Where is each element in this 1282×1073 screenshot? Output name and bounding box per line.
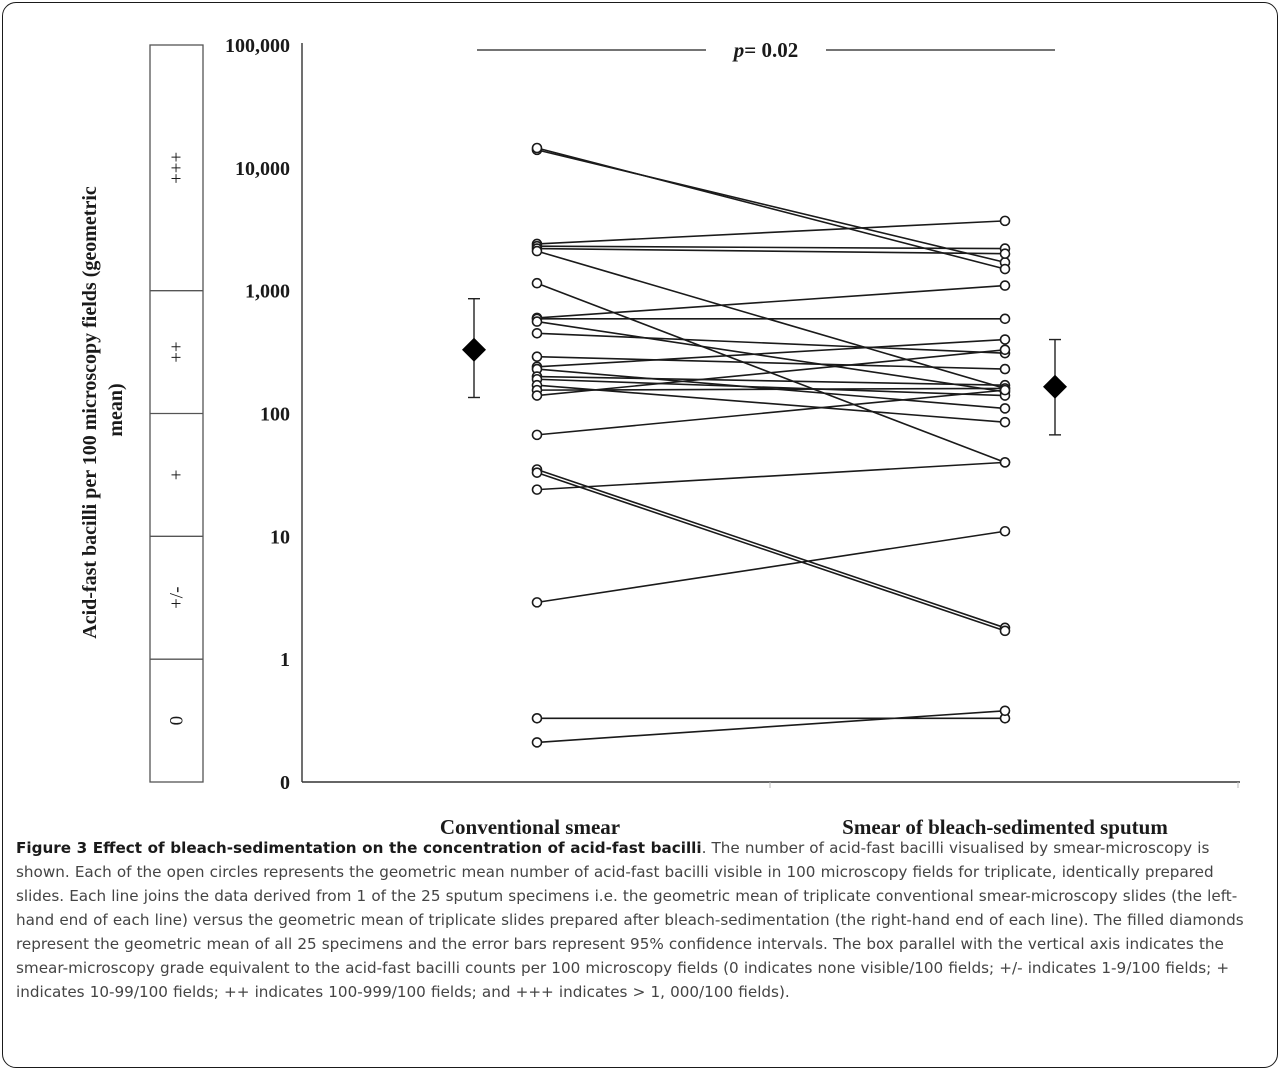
- specimen-point-bleach: [999, 457, 1011, 468]
- grade-box: 0+/-++++++: [149, 44, 204, 783]
- specimen-line: [536, 247, 1006, 255]
- specimen-line: [536, 355, 1006, 370]
- y-tick-labels: 0 1 10 100 1,000 10,000 100,000: [225, 35, 290, 794]
- specimen-line: [536, 250, 1006, 390]
- significance-p: p: [732, 38, 745, 62]
- specimen-point-conventional: [531, 351, 543, 363]
- specimen-line: [536, 245, 1006, 250]
- y-axis-label: Acid-fast bacilli per 100 microscopy fie…: [79, 181, 127, 639]
- specimen-point-conventional: [531, 713, 543, 724]
- grade-label: +++: [167, 152, 188, 184]
- specimen-point-bleach: [999, 525, 1011, 537]
- grade-label: +: [167, 470, 188, 481]
- specimen-line: [536, 320, 1006, 393]
- specimen-line: [536, 332, 1006, 354]
- specimen-point-bleach: [999, 625, 1011, 637]
- specimen-point-bleach: [999, 705, 1011, 717]
- y-tick-label: 1,000: [245, 281, 290, 303]
- significance-value: = 0.02: [744, 38, 798, 62]
- specimen-line: [536, 530, 1006, 604]
- specimen-line: [536, 389, 1006, 436]
- specimen-point-bleach: [999, 334, 1011, 345]
- specimen-point-conventional: [531, 429, 543, 441]
- caption-title: Figure 3 Effect of bleach-sedimentation …: [16, 839, 702, 857]
- specimen-point-bleach: [999, 344, 1011, 356]
- specimen-point-conventional: [531, 597, 543, 608]
- specimen-lines: [531, 142, 1011, 748]
- specimen-point-bleach: [999, 403, 1011, 414]
- x-category-labels: Conventional smear Smear of bleach-sedime…: [440, 815, 1168, 839]
- specimen-point-bleach: [999, 363, 1011, 375]
- mean-diamond: [1043, 374, 1067, 399]
- specimen-line: [536, 338, 1006, 368]
- significance-label: p= 0.02: [732, 38, 798, 62]
- figure-caption: Figure 3 Effect of bleach-sedimentation …: [16, 836, 1266, 1004]
- specimen-line: [536, 384, 1006, 423]
- specimen-point-conventional: [531, 484, 543, 495]
- specimen-line: [536, 220, 1006, 245]
- specimen-point-conventional: [531, 245, 543, 257]
- specimen-line: [536, 468, 1006, 629]
- y-tick-label: 0: [280, 772, 290, 794]
- specimen-line: [536, 387, 1006, 391]
- specimen-point-bleach: [999, 280, 1011, 291]
- specimen-point-conventional: [531, 277, 543, 289]
- grade-label: ++: [167, 341, 188, 362]
- specimen-line: [536, 349, 1006, 397]
- y-axis-label-line1: Acid-fast bacilli per 100 microscopy fie…: [79, 186, 101, 639]
- y-tick-label: 10,000: [235, 158, 290, 180]
- y-axis-label-line2: mean): [105, 383, 127, 436]
- x-category-label: Smear of bleach-sedimented sputum: [842, 815, 1168, 839]
- specimen-point-conventional: [531, 737, 543, 748]
- y-tick-label: 10: [270, 526, 290, 548]
- specimen-point-bleach: [999, 215, 1011, 227]
- specimen-line: [536, 284, 1006, 319]
- specimen-point-conventional: [531, 467, 543, 478]
- specimen-point-conventional: [531, 327, 543, 339]
- specimen-line: [536, 378, 1006, 397]
- specimen-point-bleach: [999, 248, 1011, 259]
- grade-label: 0: [167, 716, 188, 726]
- y-tick-label: 1: [280, 649, 290, 671]
- specimen-line: [536, 471, 1006, 632]
- x-category-label: Conventional smear: [440, 815, 620, 839]
- specimen-point-conventional: [531, 316, 543, 327]
- specimen-line: [536, 375, 1006, 386]
- significance-bracket: p= 0.02: [477, 38, 1055, 62]
- specimen-point-bleach: [999, 263, 1011, 275]
- geometric-means: [462, 298, 1067, 436]
- axes: [301, 43, 1240, 788]
- y-tick-label: 100: [260, 404, 290, 426]
- specimen-point-conventional: [531, 142, 543, 154]
- caption-text: . The number of acid-fast bacilli visual…: [16, 839, 1244, 1001]
- mean-diamond: [462, 337, 486, 362]
- grade-label: +/-: [167, 587, 188, 609]
- specimen-line: [536, 709, 1006, 744]
- specimen-point-bleach: [999, 313, 1011, 325]
- specimen-point-bleach: [999, 384, 1011, 396]
- specimen-point-bleach: [999, 416, 1011, 428]
- y-tick-label: 100,000: [225, 35, 290, 57]
- specimen-line: [536, 461, 1006, 491]
- specimen-point-conventional: [531, 390, 543, 401]
